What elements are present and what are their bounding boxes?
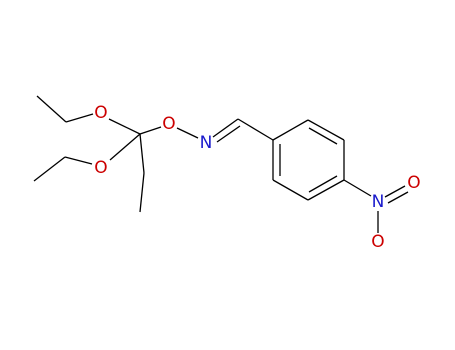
bond [343, 179, 372, 197]
atom-label: O [94, 158, 107, 178]
atom-label: O [407, 173, 420, 193]
bond [272, 179, 309, 201]
bond [176, 127, 199, 139]
bond [139, 126, 162, 135]
bond [108, 118, 141, 135]
bond [139, 133, 145, 174]
bond [387, 191, 409, 204]
bond [33, 156, 66, 182]
atom-label: N [200, 133, 213, 153]
bond [384, 185, 406, 198]
bond [308, 127, 338, 145]
bond [65, 113, 94, 123]
bond [109, 133, 141, 161]
bond [216, 125, 241, 143]
atom-label: O [162, 114, 175, 134]
bonds [33, 95, 409, 233]
bond [237, 118, 274, 141]
bond [308, 175, 338, 193]
bond [139, 172, 145, 213]
bond [212, 118, 239, 138]
bond [36, 95, 67, 123]
bond [307, 119, 345, 141]
bond [272, 119, 309, 141]
atom-label: O [94, 103, 107, 123]
bond [64, 156, 93, 165]
bond [307, 179, 345, 201]
atom-label: N [372, 192, 385, 212]
atom-labels: O O O N N O O [94, 103, 420, 252]
atom-label: O [371, 232, 384, 252]
